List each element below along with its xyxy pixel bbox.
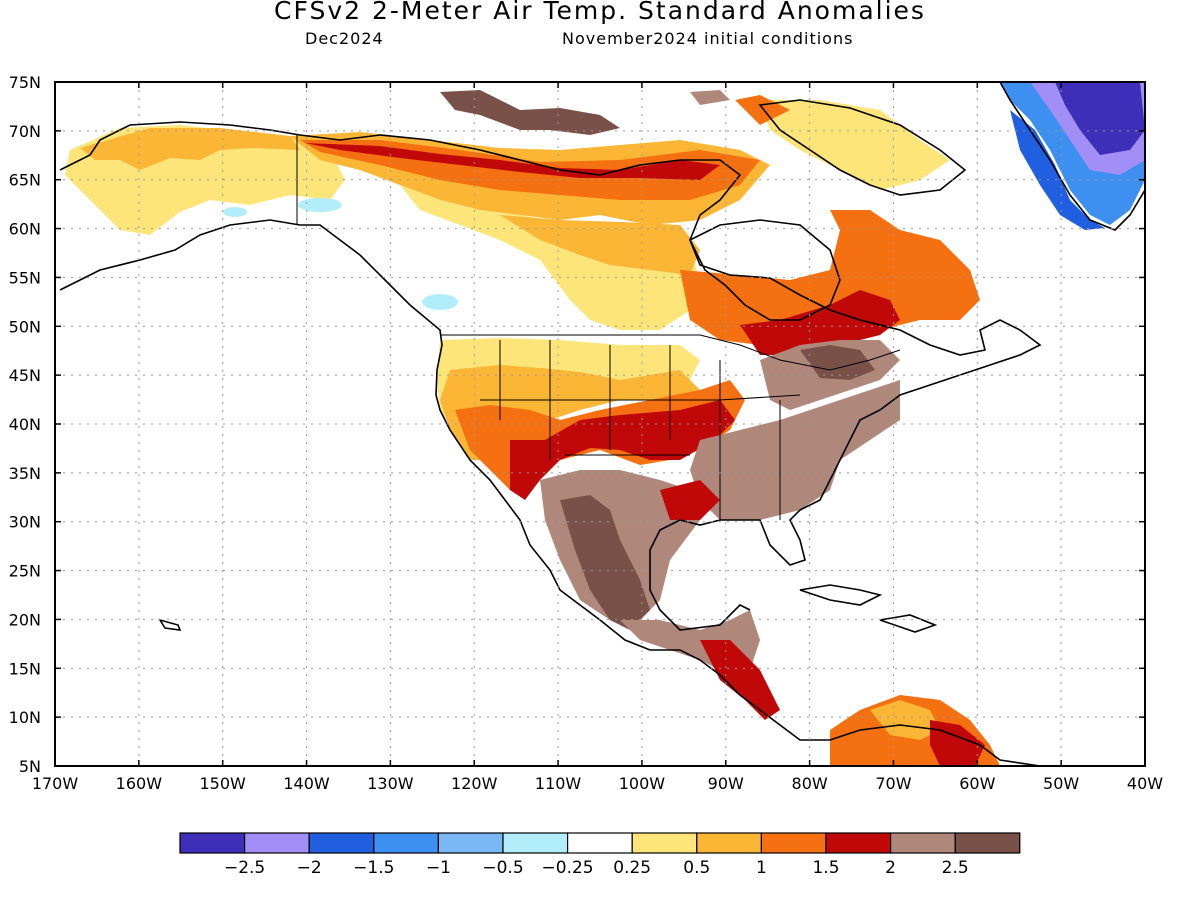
lat-label: 30N: [9, 513, 41, 532]
lat-label: 60N: [9, 220, 41, 239]
colorbar-label: 1.5: [812, 858, 839, 878]
coastlines: [59, 82, 1145, 766]
colorbar-label: 2: [885, 858, 896, 878]
lon-label: 50W: [1043, 774, 1079, 793]
colorbar-swatch: [502, 832, 569, 854]
chart-title: CFSv2 2-Meter Air Temp. Standard Anomali…: [274, 0, 926, 25]
lon-label: 60W: [959, 774, 995, 793]
lat-label: 10N: [9, 708, 41, 727]
colorbar-swatch: [889, 832, 956, 854]
lon-label: 90W: [708, 774, 744, 793]
lat-label: 5N: [19, 757, 41, 776]
lat-label: 35N: [9, 464, 41, 483]
lon-label: 110W: [535, 774, 582, 793]
colorbar-label: −2: [297, 858, 322, 878]
colorbar-swatch: [308, 832, 375, 854]
colorbar-swatch: [954, 832, 1021, 854]
lon-label: 160W: [116, 774, 163, 793]
lon-label: 100W: [619, 774, 666, 793]
colorbar-label: −2.5: [224, 858, 265, 878]
colorbar-label: 1: [756, 858, 767, 878]
lat-label: 45N: [9, 366, 41, 385]
colorbar-label: −1: [426, 858, 451, 878]
lon-label: 120W: [451, 774, 498, 793]
colorbar-label: 0.5: [683, 858, 710, 878]
gridlines: [55, 82, 1145, 766]
colorbar-label: −1.5: [353, 858, 394, 878]
axis-ticks: 75N 70N 65N 60N 55N 50N 45N 40N 35N 30N 25N 20N 15N 1…: [9, 73, 1164, 793]
lat-label: 50N: [9, 317, 41, 336]
lat-label: 55N: [9, 268, 41, 287]
lon-label: 80W: [792, 774, 828, 793]
colorbar-swatch: [760, 832, 827, 854]
colorbar-swatch: [566, 832, 633, 854]
lat-label: 65N: [9, 171, 41, 190]
colorbar-swatch: [179, 832, 246, 854]
colorbar-swatch: [825, 832, 892, 854]
lat-label: 15N: [9, 659, 41, 678]
lon-label: 150W: [200, 774, 247, 793]
colorbar-swatch: [373, 832, 439, 854]
lon-label: 40W: [1127, 774, 1163, 793]
lat-label: 25N: [9, 562, 41, 581]
lat-label: 20N: [9, 610, 41, 629]
lat-label: 75N: [9, 73, 41, 92]
colorbar-swatch: [437, 832, 504, 854]
valid-month: Dec2024: [305, 29, 384, 48]
colorbar-swatch: [696, 832, 762, 854]
colorbar-label: 2.5: [942, 858, 969, 878]
colorbar-swatch: [631, 832, 698, 854]
initial-conditions: November2024 initial conditions: [562, 29, 854, 48]
lon-label: 140W: [283, 774, 330, 793]
colorbar-label: −0.5: [482, 858, 523, 878]
anomaly-fields: [65, 82, 1145, 766]
lon-label: 170W: [32, 774, 79, 793]
lon-label: 130W: [367, 774, 414, 793]
colorbar-label: 0.25: [613, 858, 651, 878]
colorbar-swatch: [244, 832, 310, 854]
colorbar-label: −0.25: [542, 858, 594, 878]
lat-label: 40N: [9, 415, 41, 434]
lon-label: 70W: [875, 774, 911, 793]
lat-label: 70N: [9, 122, 41, 141]
colorbar: −2.5 −2 −1.5 −1 −0.5 −0.25 0.25 0.5 1 1.5 2 2.5: [179, 832, 1021, 878]
